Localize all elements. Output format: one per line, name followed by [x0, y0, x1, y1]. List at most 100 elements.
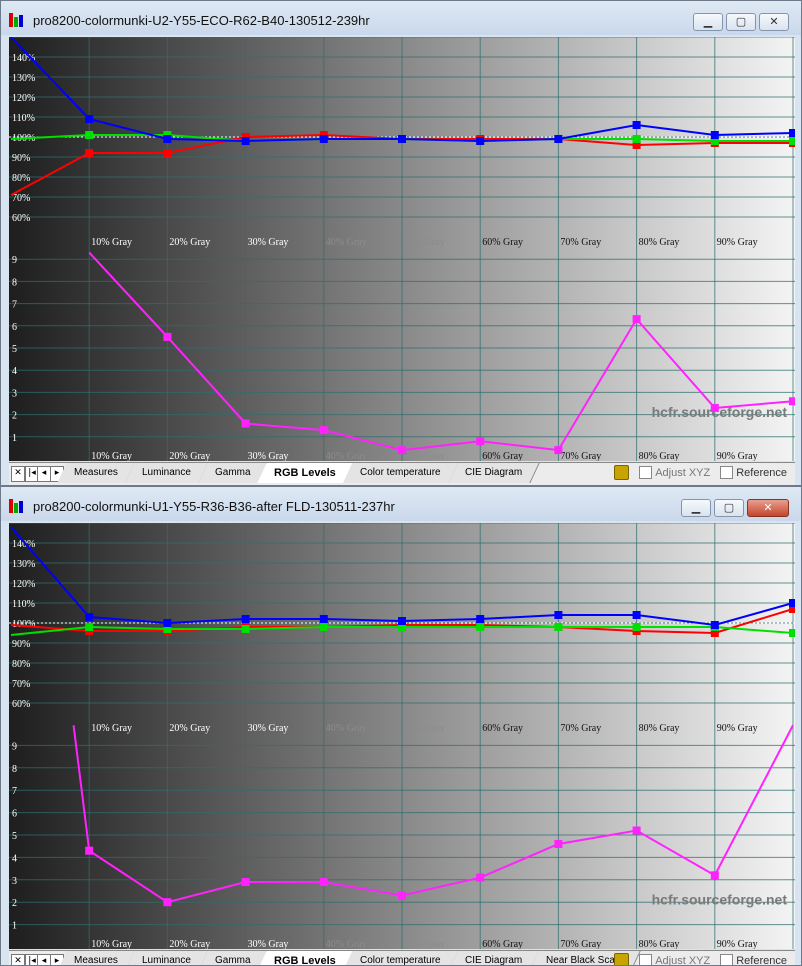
rgb-y-tick-label: 110% [12, 113, 35, 124]
x-tick-label-bottom: 50% Gray [404, 939, 445, 949]
tab-color-temperature[interactable]: Color temperature [343, 951, 459, 965]
rgb-y-tick-label: 80% [12, 659, 30, 670]
de-y-tick-label: 4 [12, 853, 17, 864]
rgb-levels-plot[interactable]: 140% 130% 120% 110% 100% 90% 80% 70% 60% 9 8 7 6 5 4 3 2… [9, 523, 795, 949]
close-view-icon[interactable]: ✕ [11, 954, 25, 965]
point-delta-e [85, 846, 94, 855]
tab-label: Measures [74, 955, 118, 966]
rgb-levels-plot[interactable]: 140% 130% 120% 110% 100% 90% 80% 70% 60% 9 8 7 6 5 4 3 2… [9, 37, 795, 461]
reference-checkbox[interactable] [720, 466, 734, 479]
tab-label: CIE Diagram [464, 955, 522, 966]
rgb-y-tick-label: 70% [12, 679, 30, 690]
de-y-tick-label: 3 [12, 388, 17, 399]
tab-measures[interactable]: Measures [57, 463, 136, 483]
window-bottom: pro8200-colormunki-U1-Y55-R36-B36-after … [0, 486, 802, 966]
x-tick-label-bottom: 40% Gray [326, 451, 367, 461]
x-tick-label-bottom: 30% Gray [248, 939, 289, 949]
x-tick-label-bottom: 40% Gray [326, 939, 367, 949]
minimize-button[interactable]: ▁ [681, 499, 711, 517]
x-tick-label-bottom: 60% Gray [482, 451, 523, 461]
x-tick-label-bottom: 10% Gray [91, 939, 132, 949]
point-green [241, 625, 250, 633]
close-button[interactable]: ✕ [759, 13, 789, 31]
point-blue [85, 115, 94, 123]
rgb-y-tick-label: 130% [12, 559, 35, 570]
tab-luminance[interactable]: Luminance [125, 951, 209, 966]
point-blue [710, 131, 719, 139]
x-tick-label: 60% Gray [482, 723, 523, 734]
de-y-tick-label: 8 [12, 764, 17, 775]
tab-label: Measures [74, 467, 118, 478]
adjust-xyz-checkbox[interactable] [639, 954, 653, 965]
tab-luminance[interactable]: Luminance [125, 463, 209, 483]
point-blue [319, 615, 328, 623]
x-tick-label-bottom: 80% Gray [639, 451, 680, 461]
point-delta-e [319, 426, 328, 435]
point-red [789, 605, 795, 613]
grid-lines [9, 523, 795, 949]
title-bar[interactable]: pro8200-colormunki-U1-Y55-R36-B36-after … [1, 487, 801, 521]
x-tick-label: 50% Gray [404, 237, 445, 248]
x-tick-label: 50% Gray [404, 723, 445, 734]
tab-label: CIE Diagram [464, 467, 522, 478]
rgb-levels-chart: 140%130%120%110%100%90%80%70%60%98765432… [9, 523, 795, 949]
point-blue [632, 121, 641, 129]
x-tick-label: 30% Gray [248, 723, 289, 734]
window-top: pro8200-colormunki-U2-Y55-ECO-R62-B40-13… [0, 0, 802, 486]
point-delta-e [241, 419, 250, 428]
rgb-y-tick-label: 140% [12, 539, 35, 550]
x-tick-label: 80% Gray [639, 237, 680, 248]
point-delta-e [554, 839, 563, 848]
x-tick-label-bottom: 60% Gray [482, 939, 523, 949]
prev-tab-icon[interactable]: ◂ [37, 954, 51, 965]
reference-checkbox[interactable] [720, 954, 734, 965]
point-delta-e [710, 871, 719, 880]
minimize-button[interactable]: ▁ [693, 13, 723, 31]
point-delta-e [241, 878, 250, 887]
tab-color-temperature[interactable]: Color temperature [343, 463, 459, 483]
adjust-xyz-checkbox[interactable] [639, 466, 653, 479]
point-blue [554, 611, 563, 619]
point-green [632, 623, 641, 631]
tab-label: Luminance [141, 955, 191, 966]
tab-gamma[interactable]: Gamma [198, 951, 269, 965]
rgb-levels-chart: 140%130%120%110%100%90%80%70%60%98765432… [9, 37, 795, 461]
tab-bar: ✕ |◂ ◂ ▸ Measures Luminance Gamma RGB Level… [9, 950, 795, 966]
point-green [398, 623, 406, 631]
de-y-tick-label: 9 [12, 255, 17, 266]
de-y-tick-label: 4 [12, 366, 17, 377]
close-button[interactable]: ✕ [747, 499, 789, 517]
prev-tab-icon[interactable]: ◂ [37, 466, 51, 482]
x-tick-label-bottom: 70% Gray [560, 939, 601, 949]
rgb-y-tick-label: 110% [12, 599, 35, 610]
point-green [789, 629, 795, 637]
x-tick-label: 20% Gray [169, 237, 210, 248]
point-green [710, 137, 719, 145]
x-tick-label-bottom: 90% Gray [717, 939, 758, 949]
maximize-button[interactable]: ▢ [714, 499, 744, 517]
tab-cie-diagram[interactable]: CIE Diagram [448, 951, 540, 966]
settings-icon[interactable] [614, 953, 630, 965]
maximize-button[interactable]: ▢ [726, 13, 756, 31]
title-bar[interactable]: pro8200-colormunki-U2-Y55-ECO-R62-B40-13… [1, 1, 801, 35]
x-tick-label: 80% Gray [639, 723, 680, 734]
tab-label: RGB Levels [274, 467, 337, 479]
rgb-y-tick-label: 130% [12, 73, 35, 84]
close-view-icon[interactable]: ✕ [11, 466, 25, 482]
chart-app-icon [9, 499, 27, 513]
tab-measures[interactable]: Measures [57, 951, 136, 966]
tab-rgb-levels[interactable]: RGB Levels [257, 463, 354, 483]
point-red [163, 149, 172, 157]
tab-rgb-levels[interactable]: RGB Levels [257, 951, 354, 965]
de-y-tick-label: 5 [12, 344, 17, 355]
de-y-tick-label: 2 [12, 411, 17, 422]
point-green [85, 131, 94, 139]
point-blue [554, 135, 563, 143]
window-title: pro8200-colormunki-U1-Y55-R36-B36-after … [33, 499, 395, 514]
point-green [319, 623, 328, 631]
tab-cie-diagram[interactable]: CIE Diagram [448, 463, 540, 483]
point-blue [163, 619, 172, 627]
x-tick-label: 20% Gray [169, 723, 210, 734]
point-red [85, 149, 94, 157]
settings-icon[interactable] [614, 465, 630, 480]
